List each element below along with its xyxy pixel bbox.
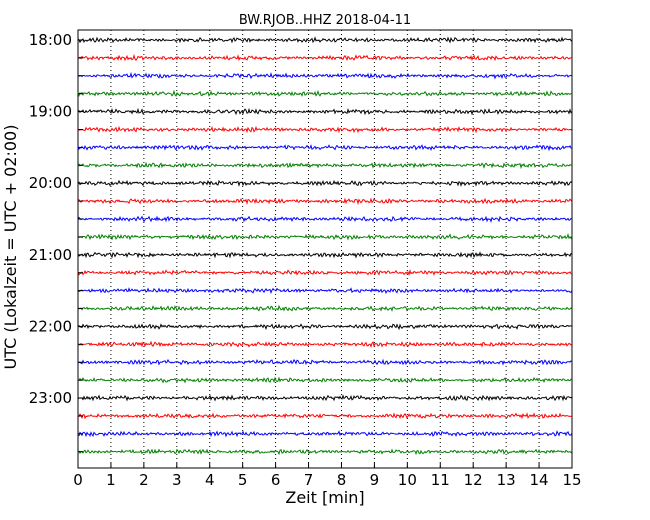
trace-23 xyxy=(77,430,573,438)
x-tick-label-11: 11 xyxy=(431,471,450,489)
x-ticks: 0 1 2 3 4 5 6 7 8 9 10 11 12 13 14 15 xyxy=(73,463,582,489)
trace-8 xyxy=(77,161,573,170)
trace-5 xyxy=(77,107,573,116)
trace-4 xyxy=(77,89,573,97)
x-tick-label-7: 7 xyxy=(304,471,314,489)
x-axis-label: Zeit [min] xyxy=(285,488,364,507)
trace-2 xyxy=(77,53,573,62)
trace-19 xyxy=(77,358,573,366)
trace-3 xyxy=(77,71,573,80)
y-tick-label-20:00: 20:00 xyxy=(29,174,72,192)
x-tick-label-4: 4 xyxy=(205,471,215,489)
trace-6 xyxy=(77,125,573,134)
trace-9 xyxy=(77,179,573,188)
x-tick-label-3: 3 xyxy=(172,471,182,489)
x-tick-label-9: 9 xyxy=(370,471,380,489)
trace-22 xyxy=(77,412,573,420)
x-tick-label-12: 12 xyxy=(464,471,483,489)
y-tick-label-21:00: 21:00 xyxy=(29,246,72,264)
trace-7 xyxy=(77,144,573,152)
x-tick-label-10: 10 xyxy=(398,471,417,489)
x-tick-label-8: 8 xyxy=(337,471,347,489)
y-tick-label-19:00: 19:00 xyxy=(29,103,72,121)
trace-10 xyxy=(77,197,573,206)
x-tick-label-15: 15 xyxy=(562,471,581,489)
plot-frame xyxy=(77,29,573,469)
trace-17 xyxy=(77,323,573,331)
y-tick-label-18:00: 18:00 xyxy=(29,31,72,49)
x-tick-label-14: 14 xyxy=(530,471,549,489)
x-tick-label-0: 0 xyxy=(73,471,83,489)
x-tick-label-13: 13 xyxy=(497,471,516,489)
trace-18 xyxy=(77,340,573,348)
x-tick-label-2: 2 xyxy=(139,471,149,489)
trace-24 xyxy=(77,448,573,456)
x-tick-label-1: 1 xyxy=(106,471,116,489)
x-tick-label-6: 6 xyxy=(271,471,281,489)
trace-12 xyxy=(77,233,573,241)
x-tick-label-5: 5 xyxy=(238,471,248,489)
y-ticks: 18:00 19:00 20:00 21:00 22:00 23:00 xyxy=(29,31,83,453)
trace-16 xyxy=(77,304,573,312)
y-tick-label-22:00: 22:00 xyxy=(29,317,72,335)
trace-15 xyxy=(77,287,573,295)
traces xyxy=(77,36,573,456)
chart-title: BW.RJOB..HHZ 2018-04-11 xyxy=(239,13,411,28)
trace-14 xyxy=(77,268,573,277)
trace-20 xyxy=(77,376,573,384)
y-tick-label-23:00: 23:00 xyxy=(29,389,72,407)
trace-13 xyxy=(77,251,573,259)
trace-11 xyxy=(77,215,573,223)
y-axis-label: UTC (Lokalzeit = UTC + 02:00) xyxy=(1,125,20,370)
trace-1 xyxy=(77,36,573,44)
trace-21 xyxy=(77,394,573,402)
